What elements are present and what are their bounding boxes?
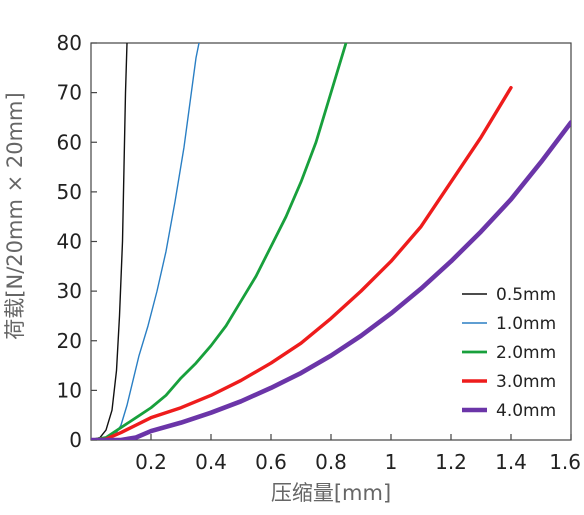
series-line-0.5mm: [91, 43, 128, 440]
y-tick-label: 40: [57, 230, 82, 254]
y-tick-label: 30: [57, 279, 82, 303]
x-tick-label: 0.2: [135, 450, 167, 474]
y-axis-ticks: 0 10 20 30 40 50 60 70 80: [57, 31, 97, 452]
series-line-3.0mm: [91, 85, 513, 440]
y-tick-label: 70: [57, 81, 82, 105]
x-tick-label: 0.6: [255, 450, 287, 474]
x-tick-label: 1.4: [495, 450, 527, 474]
x-tick-label: 1.2: [435, 450, 467, 474]
y-tick-label: 50: [57, 180, 82, 204]
legend-label: 1.0mm: [496, 314, 556, 334]
y-tick-label: 10: [57, 378, 82, 402]
x-axis-ticks: 0.2 0.4 0.6 0.8 1 1.2 1.4 1.6: [135, 434, 581, 474]
series-lines: [91, 43, 571, 440]
y-tick-label: 20: [57, 329, 82, 353]
x-axis-title: 压缩量[mm]: [271, 481, 391, 505]
y-tick-label: 0: [69, 428, 82, 452]
legend: 0.5mm 1.0mm 2.0mm 3.0mm 4.0mm: [462, 285, 556, 421]
series-line-1.0mm: [91, 43, 200, 440]
y-axis-title: 荷载[N/20mm × 20mm]: [3, 92, 27, 339]
x-tick-label: 1.6: [549, 450, 581, 474]
series-line-2.0mm: [91, 43, 348, 440]
series-line-4.0mm: [91, 120, 571, 440]
x-tick-label: 1: [385, 450, 398, 474]
legend-label: 2.0mm: [496, 343, 556, 363]
y-tick-label: 60: [57, 130, 82, 154]
y-tick-label: 80: [57, 31, 82, 55]
x-tick-label: 0.4: [195, 450, 227, 474]
legend-label: 3.0mm: [496, 372, 556, 392]
legend-label: 0.5mm: [496, 285, 556, 305]
x-tick-label: 0.8: [315, 450, 347, 474]
legend-label: 4.0mm: [496, 401, 556, 421]
